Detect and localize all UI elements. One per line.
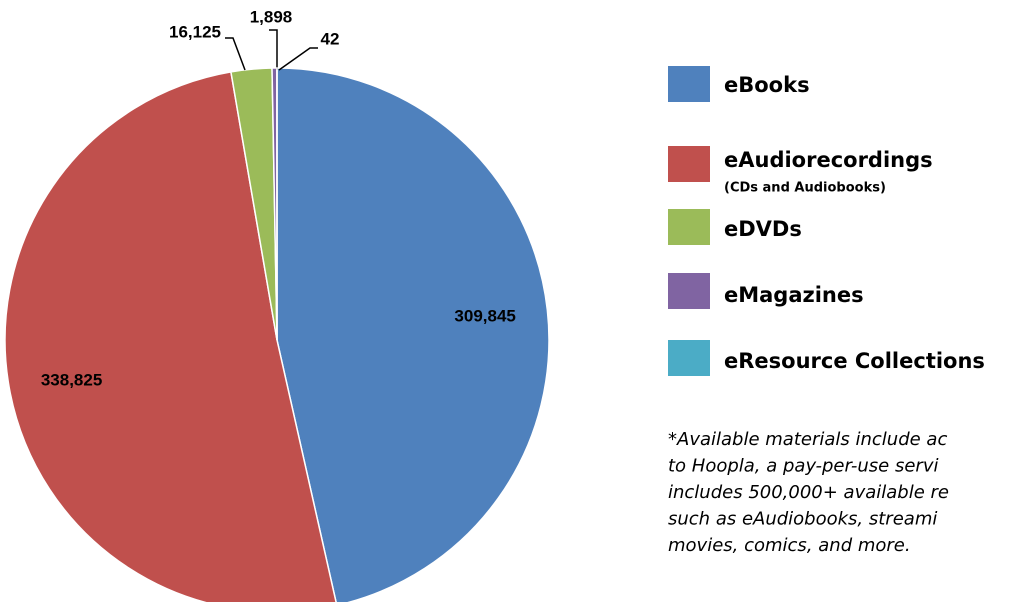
- legend-label: eResource Collections: [724, 349, 985, 373]
- footnote: *Available materials include ac: [668, 429, 947, 450]
- leader-line: [269, 29, 278, 70]
- pie-slice: [276, 67, 550, 602]
- leader-line: [278, 47, 318, 71]
- data-label: 338,825: [41, 370, 102, 389]
- legend-label: eBooks: [724, 73, 810, 97]
- legend-swatch: [668, 209, 710, 245]
- legend-label: eDVDs: [724, 217, 802, 241]
- data-label: 42: [321, 29, 340, 48]
- data-label: 1,898: [250, 7, 293, 26]
- legend-swatch: [668, 340, 710, 376]
- legend-label: eMagazines: [724, 283, 864, 307]
- data-label: 16,125: [169, 22, 221, 41]
- legend-swatch: [668, 273, 710, 309]
- footnote: movies, comics, and more.: [668, 535, 911, 556]
- footnote: to Hoopla, a pay-per-use servi: [668, 456, 938, 477]
- footnote: includes 500,000+ available re: [668, 482, 949, 503]
- data-label: 309,845: [454, 306, 515, 325]
- legend-swatch: [668, 66, 710, 102]
- footnote: such as eAudiobooks, streami: [668, 509, 937, 530]
- leader-line: [225, 37, 246, 71]
- legend-subtitle: (CDs and Audiobooks): [724, 181, 886, 196]
- legend-label: eAudiorecordings: [724, 148, 933, 172]
- legend-swatch: [668, 146, 710, 182]
